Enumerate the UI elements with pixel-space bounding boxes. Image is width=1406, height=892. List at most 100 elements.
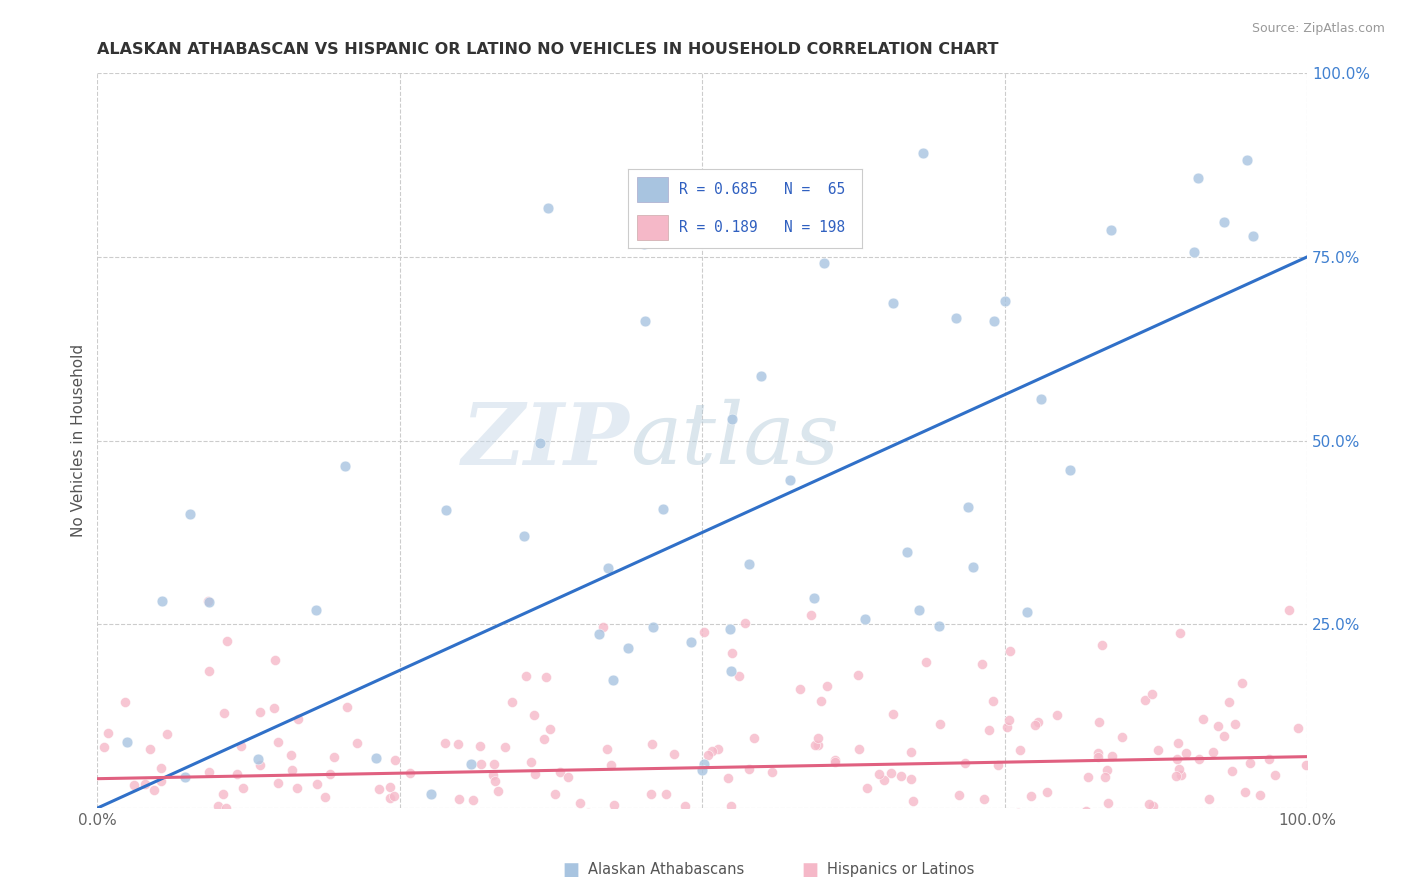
Point [973, 792, 995, 806]
Point [994, 293, 1017, 308]
Point [945, 311, 967, 326]
Point [1099, 223, 1122, 237]
Point [1036, 785, 1059, 799]
Point [1257, 751, 1279, 765]
Point [143, 782, 166, 797]
Point [249, 705, 271, 719]
Point [482, 756, 505, 771]
Point [197, 594, 219, 608]
Point [378, 790, 401, 805]
Point [1166, 751, 1188, 765]
Point [631, 808, 654, 822]
Point [1167, 736, 1189, 750]
Point [267, 775, 290, 789]
Point [134, 777, 156, 791]
Point [519, 755, 541, 769]
Point [232, 781, 254, 796]
Point [624, 808, 647, 822]
Point [1101, 749, 1123, 764]
Point [1146, 743, 1168, 757]
Point [738, 557, 761, 571]
Point [314, 790, 336, 805]
Point [98, 808, 121, 822]
Point [803, 591, 825, 605]
Point [343, 808, 366, 822]
Point [789, 682, 811, 697]
Point [215, 633, 238, 648]
Point [896, 545, 918, 559]
Point [280, 808, 302, 822]
Point [1192, 712, 1215, 726]
Point [319, 766, 342, 780]
Point [804, 738, 827, 752]
Point [249, 758, 271, 772]
Point [697, 748, 720, 763]
Point [779, 473, 801, 487]
Text: R = 0.685   N =  65: R = 0.685 N = 65 [679, 182, 846, 197]
Point [384, 753, 406, 767]
Point [1220, 764, 1243, 779]
Point [1168, 762, 1191, 776]
Point [692, 757, 714, 772]
Point [983, 694, 1005, 708]
Point [900, 745, 922, 759]
Point [1161, 808, 1184, 822]
Point [415, 808, 437, 822]
Point [447, 792, 470, 806]
Point [1212, 215, 1234, 229]
Point [955, 756, 977, 771]
Point [399, 766, 422, 780]
Point [155, 727, 177, 741]
Point [160, 808, 183, 822]
Point [602, 673, 624, 687]
Point [807, 738, 830, 752]
Point [458, 808, 481, 822]
Point [336, 699, 359, 714]
Point [229, 739, 252, 753]
Point [460, 757, 482, 772]
Point [848, 741, 870, 756]
Point [662, 747, 685, 761]
Point [824, 755, 846, 769]
Point [641, 737, 664, 751]
Point [640, 787, 662, 801]
Point [157, 808, 180, 822]
Point [1142, 799, 1164, 814]
Point [761, 765, 783, 780]
Point [720, 665, 742, 679]
Point [1198, 792, 1220, 806]
Point [150, 773, 173, 788]
Point [720, 798, 742, 813]
Point [204, 808, 226, 822]
Point [1094, 770, 1116, 784]
Point [1140, 687, 1163, 701]
Point [557, 770, 579, 784]
Point [207, 798, 229, 813]
Point [374, 808, 396, 822]
Point [1091, 639, 1114, 653]
Point [882, 706, 904, 721]
Point [600, 757, 623, 772]
Point [1202, 745, 1225, 759]
Point [1029, 392, 1052, 406]
Point [219, 808, 242, 822]
Point [1007, 805, 1029, 820]
Point [592, 620, 614, 634]
Point [717, 771, 740, 785]
Point [1278, 603, 1301, 617]
Point [654, 787, 676, 801]
Point [865, 808, 887, 822]
Point [1286, 722, 1309, 736]
Text: atlas: atlas [630, 400, 839, 482]
Text: Alaskan Athabascans: Alaskan Athabascans [588, 863, 744, 877]
Point [983, 314, 1005, 328]
Point [977, 723, 1000, 738]
Point [576, 806, 599, 821]
Point [588, 627, 610, 641]
Point [603, 797, 626, 812]
Point [810, 693, 832, 707]
Point [817, 679, 839, 693]
Point [645, 808, 668, 822]
Point [267, 735, 290, 749]
Point [537, 202, 560, 216]
